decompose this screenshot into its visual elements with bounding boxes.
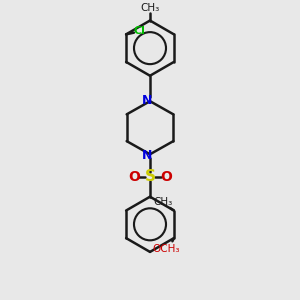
- Text: S: S: [145, 169, 155, 184]
- Text: CH₃: CH₃: [140, 3, 160, 13]
- Text: N: N: [142, 149, 152, 162]
- Text: O: O: [128, 169, 140, 184]
- Text: Cl: Cl: [134, 26, 146, 36]
- Text: O: O: [160, 169, 172, 184]
- Text: OCH₃: OCH₃: [152, 244, 180, 254]
- Text: N: N: [142, 94, 152, 106]
- Text: CH₃: CH₃: [153, 197, 172, 207]
